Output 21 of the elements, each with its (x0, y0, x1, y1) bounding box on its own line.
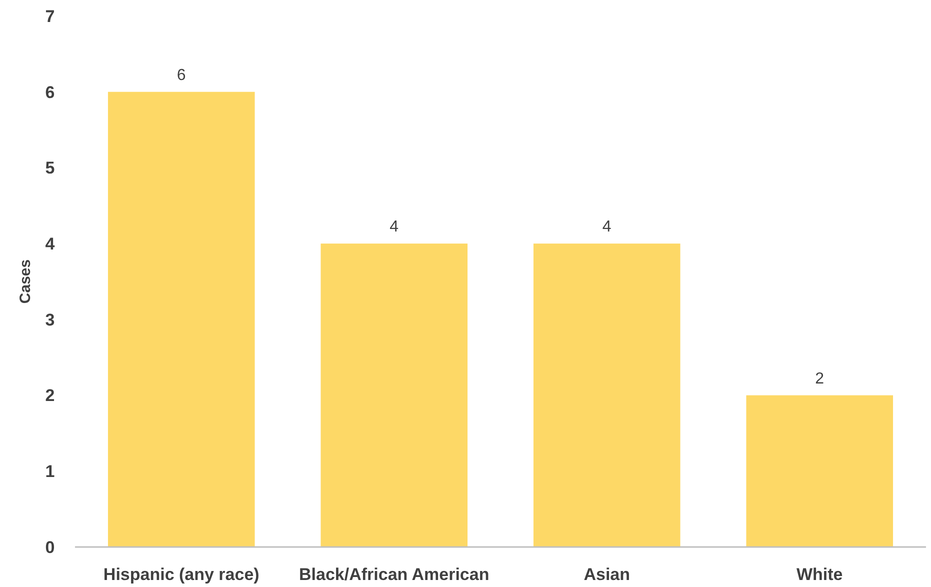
data-label: 6 (176, 66, 186, 84)
y-tick-label: 4 (45, 234, 56, 254)
x-tick-label: Hispanic (any race) (103, 565, 260, 584)
y-tick-label: 7 (45, 6, 55, 26)
x-tick-label: White (796, 565, 843, 584)
y-tick-label: 5 (45, 158, 55, 178)
y-tick-label: 3 (45, 310, 55, 330)
y-tick-label: 0 (45, 538, 55, 557)
bar (533, 244, 680, 547)
bar (320, 244, 468, 547)
bar (746, 395, 894, 547)
data-label: 4 (390, 218, 399, 236)
y-tick-label: 6 (45, 82, 55, 102)
y-tick-label: 1 (45, 462, 55, 482)
data-label: 4 (602, 218, 612, 236)
y-tick-label: 2 (45, 386, 55, 406)
y-axis-title: Cases (17, 259, 34, 304)
bar (108, 92, 255, 547)
data-label: 2 (815, 370, 824, 388)
x-tick-label: Asian (584, 565, 630, 584)
x-tick-label: Black/African American (299, 565, 490, 584)
